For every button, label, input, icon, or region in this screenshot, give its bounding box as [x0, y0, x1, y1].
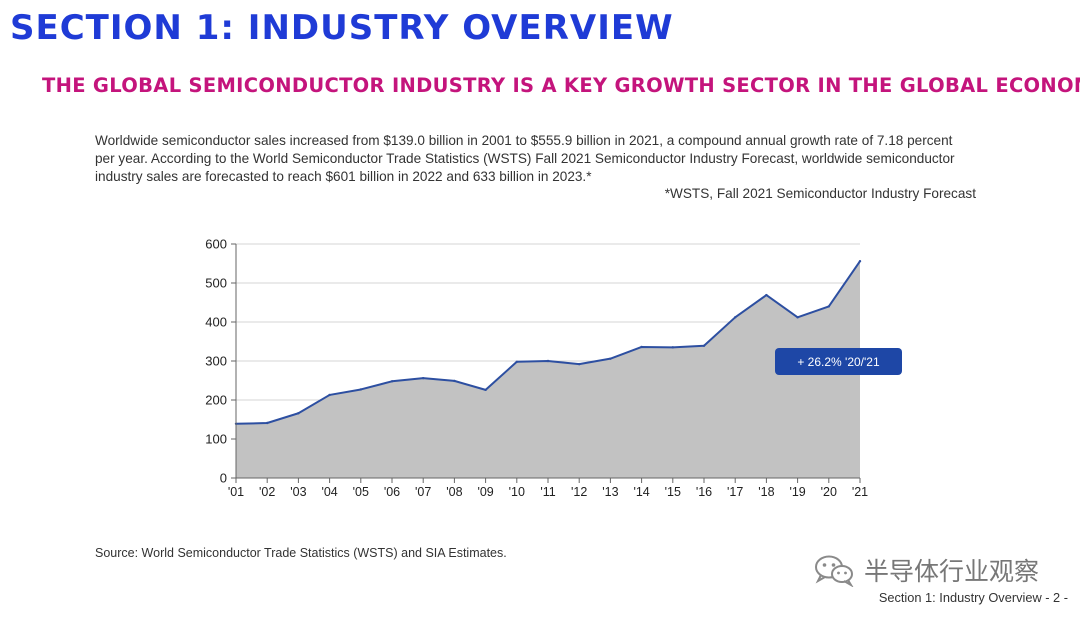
data-point-11: [546, 359, 550, 363]
data-point-19: [796, 316, 799, 319]
data-point-16: [702, 344, 706, 347]
section-title: SECTION 1: INDUSTRY OVERVIEW: [10, 8, 674, 48]
growth-annotation-label: + 26.2% '20/'21: [797, 355, 880, 369]
chart-source: Source: World Semiconductor Trade Statis…: [95, 546, 507, 560]
sales-area-fill: [236, 261, 860, 478]
x-tick-label: '07: [415, 485, 431, 499]
growth-annotation-box: [775, 348, 902, 375]
intro-paragraph: Worldwide semiconductor sales increased …: [95, 133, 955, 184]
x-tick-label: '17: [727, 485, 743, 499]
x-tick-label: '08: [446, 485, 462, 499]
data-point-14: [640, 345, 643, 349]
data-point-10: [515, 360, 518, 363]
x-tick-label: '11: [540, 485, 555, 499]
x-tick-label: '03: [290, 485, 306, 499]
data-point-20: [827, 305, 830, 308]
x-tick-label: '05: [353, 485, 369, 499]
data-point-17: [734, 316, 737, 319]
data-point-12: [578, 362, 581, 366]
data-point-13: [609, 357, 612, 360]
x-tick-label: '13: [602, 485, 618, 499]
wechat-watermark: 半导体行业观察: [812, 552, 1039, 588]
y-tick-label: 200: [205, 393, 227, 408]
data-point-05: [359, 388, 362, 391]
data-point-06: [390, 380, 394, 383]
data-point-21: [858, 259, 862, 263]
x-tick-label: '09: [477, 485, 493, 499]
y-tick-label: 300: [205, 354, 227, 369]
x-tick-label: '14: [633, 485, 649, 499]
growth-annotation: + 26.2% '20/'21: [775, 348, 902, 375]
data-point-04: [328, 393, 331, 397]
x-tick-label: '16: [696, 485, 712, 499]
x-tick-label: '20: [821, 485, 837, 499]
data-point-03: [297, 412, 300, 415]
y-tick-label: 0: [220, 471, 227, 486]
y-tick-label: 600: [205, 237, 227, 252]
x-tick-label: '18: [758, 485, 774, 499]
x-tick-label: '06: [384, 485, 400, 499]
x-tick-label: '21: [852, 485, 868, 499]
section-subtitle: THE GLOBAL SEMICONDUCTOR INDUSTRY IS A K…: [42, 74, 1080, 97]
data-point-18: [765, 293, 768, 297]
watermark-text: 半导体行业观察: [864, 557, 1040, 586]
y-tick-label: 500: [205, 276, 227, 291]
data-point-02: [266, 421, 269, 425]
y-tick-label: 400: [205, 315, 227, 330]
wechat-icon: [815, 555, 854, 587]
x-tick-label: '19: [789, 485, 805, 499]
data-point-08: [453, 379, 456, 383]
x-tick-label: '15: [665, 485, 681, 499]
data-point-07: [422, 376, 425, 380]
page-footer: Section 1: Industry Overview - 2 -: [878, 590, 1068, 605]
y-tick-label: 100: [205, 432, 227, 447]
data-point-15: [671, 346, 674, 349]
data-point-09: [484, 388, 487, 392]
chart-tick-labels: 0 100 200 300 400 500 600 '01 '02 '03 '04 '05 '06 '07…: [205, 237, 868, 500]
x-tick-label: '12: [571, 485, 587, 499]
x-tick-label: '10: [509, 485, 525, 499]
footnote: *WSTS, Fall 2021 Semiconductor Industry …: [664, 186, 976, 201]
x-tick-label: '02: [259, 485, 275, 499]
x-tick-label: '01: [228, 485, 244, 499]
chart-area-layer: [234, 259, 862, 478]
x-tick-label: '04: [321, 485, 337, 499]
chart-axes: [231, 243, 861, 483]
